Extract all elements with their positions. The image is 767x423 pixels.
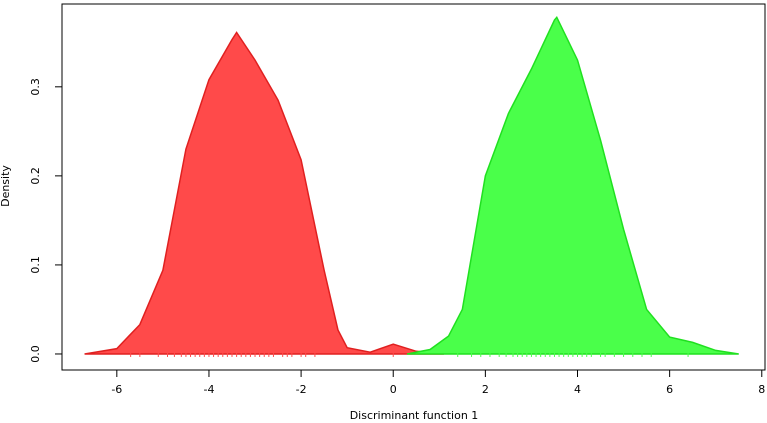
density-area <box>406 16 739 355</box>
x-tick-label: 6 <box>666 383 673 396</box>
y-tick-label: 0.1 <box>29 256 42 274</box>
y-tick-label: 0.2 <box>29 167 42 185</box>
x-tick-label: 8 <box>758 383 765 396</box>
y-tick-label: 0.0 <box>29 345 42 363</box>
x-tick-label: -2 <box>296 383 307 396</box>
x-axis-label: Discriminant function 1 <box>350 409 479 422</box>
x-tick-label: 2 <box>482 383 489 396</box>
x-tick-label: 4 <box>574 383 581 396</box>
x-tick-label: 0 <box>390 383 397 396</box>
x-tick-label: -4 <box>203 383 214 396</box>
y-tick-label: 0.3 <box>29 78 42 96</box>
density-area <box>84 31 444 355</box>
x-tick-label: -6 <box>111 383 122 396</box>
plot-box <box>61 3 766 371</box>
y-axis-label: Density <box>0 165 12 207</box>
